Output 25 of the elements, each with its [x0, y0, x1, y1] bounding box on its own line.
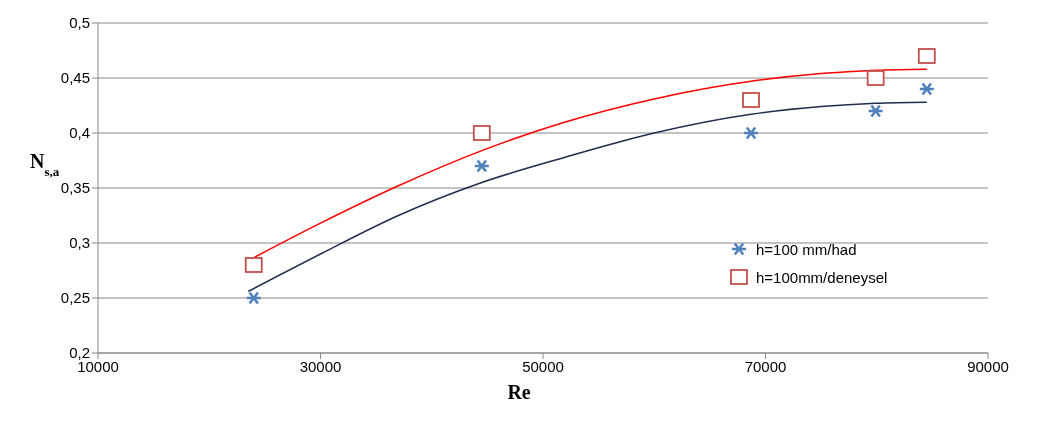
point — [867, 104, 884, 118]
x-tick-label: 90000 — [967, 357, 1009, 375]
legend-label: h=100mm/deneysel — [756, 268, 888, 286]
point — [244, 257, 263, 273]
point — [245, 291, 262, 305]
point — [742, 92, 760, 108]
y-tick-label: 0,35 — [60, 179, 90, 197]
x-tick-label: 70000 — [744, 357, 787, 375]
line-series — [247, 101, 928, 293]
point — [917, 48, 936, 64]
point — [742, 126, 760, 140]
point — [918, 82, 936, 96]
x-axis-title: Re — [507, 381, 531, 403]
y-tick-label: 0,25 — [60, 289, 90, 307]
legend-label: h=100 mm/had — [756, 240, 857, 258]
x-tick-label: 50000 — [522, 357, 564, 375]
x-tick-label: 30000 — [299, 357, 342, 375]
y-tick-label: 0,3 — [69, 234, 90, 252]
point — [472, 125, 491, 141]
point — [866, 70, 885, 86]
y-tick-label: 0,45 — [60, 69, 90, 87]
y-tick-label: 0,4 — [69, 124, 90, 142]
point — [473, 159, 491, 173]
y-tick-label: 0,5 — [69, 14, 90, 32]
y-axis-title: N$_{s,a}$ — [30, 150, 60, 179]
